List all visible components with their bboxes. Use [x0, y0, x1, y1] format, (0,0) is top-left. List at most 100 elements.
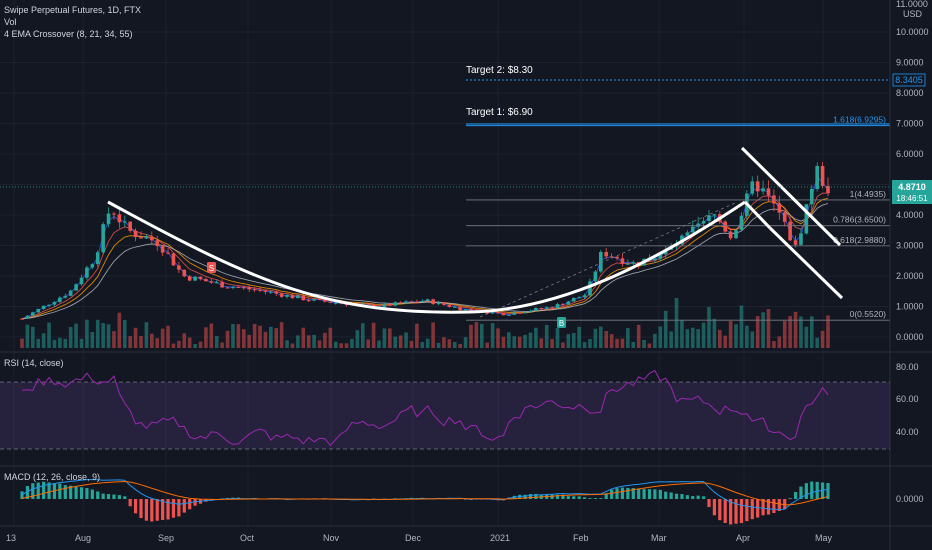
candle-body: [47, 304, 51, 306]
volume-bar: [766, 309, 771, 348]
volume-bar: [447, 339, 452, 348]
fib-label: 1.618(6.9295): [833, 115, 886, 125]
time-tick: May: [815, 533, 833, 543]
volume-bar: [663, 310, 668, 348]
macd-hist-bar: [31, 483, 35, 499]
svg-text:8.3405: 8.3405: [895, 75, 923, 85]
fib-label: 0(0.5520): [850, 309, 887, 319]
volume-bar: [90, 332, 95, 348]
volume-bar: [793, 311, 798, 348]
candle-body: [360, 303, 365, 305]
macd-hist-bar: [166, 499, 170, 520]
current-price-tag: 4.8710 18:46:51: [892, 180, 932, 204]
candle-body: [90, 264, 95, 268]
candle-body: [409, 301, 414, 303]
candle-body: [263, 290, 268, 292]
volume-bar: [36, 338, 41, 348]
macd-hist-bar: [815, 481, 819, 499]
volume-bar: [826, 315, 830, 348]
macd-legend[interactable]: MACD (12, 26, close, 9): [4, 472, 101, 482]
candle-body: [458, 306, 462, 311]
volume-bars: [20, 297, 830, 348]
candle-body: [333, 302, 338, 304]
volume-bar: [296, 335, 300, 348]
volume-bar: [458, 343, 462, 348]
candle-body: [469, 309, 473, 311]
volume-bar: [809, 316, 814, 348]
svg-text:4.8710: 4.8710: [898, 182, 926, 192]
candle-body: [766, 188, 771, 196]
candle-body: [463, 309, 468, 311]
macd-hist-bar: [171, 499, 176, 518]
candle-body: [101, 224, 105, 253]
volume-bar: [85, 319, 89, 348]
candle-body: [809, 188, 814, 205]
candle-body: [777, 203, 782, 213]
volume-bar: [20, 338, 24, 348]
candle-body: [301, 295, 306, 301]
volume-bar: [425, 338, 430, 348]
volume-bar: [436, 342, 441, 348]
symbol-title[interactable]: Swipe Perpetual Futures, 1D, FTX: [4, 5, 142, 15]
macd-hist-bar: [577, 496, 581, 499]
candle-body: [231, 286, 235, 288]
volume-bar: [128, 336, 132, 348]
volume-bar: [485, 342, 490, 348]
price-tick: 8.0000: [896, 88, 924, 98]
volume-bar: [79, 338, 84, 348]
volume-bar: [566, 334, 571, 348]
candle-body: [555, 304, 560, 309]
candle-body: [36, 308, 41, 313]
candle-body: [58, 297, 62, 302]
wedge-upper-line: [740, 146, 842, 247]
wedge-lower-line: [768, 226, 844, 300]
volume-bar: [150, 333, 154, 348]
volume-bar: [377, 340, 381, 348]
price-tick: 11.0000: [896, 0, 928, 9]
candle-body: [20, 318, 24, 320]
volume-bar: [507, 332, 511, 348]
macd-hist-bar: [572, 496, 576, 499]
volume-bar: [241, 329, 246, 348]
volume-bar: [577, 326, 581, 348]
candle-body: [452, 306, 457, 308]
candle-body: [95, 252, 100, 265]
candle-body: [166, 252, 170, 254]
volume-legend[interactable]: Vol: [4, 17, 17, 27]
ema-legend[interactable]: 4 EMA Crossover (8, 21, 34, 55): [4, 29, 133, 39]
macd-hist-bar: [117, 495, 121, 499]
volume-bar: [171, 343, 176, 348]
candle-body: [615, 256, 619, 259]
macd-hist-bar: [734, 499, 738, 524]
volume-bar: [236, 324, 241, 348]
rsi-axis: 80.00 60.00 40.00: [896, 362, 919, 437]
volume-bar: [106, 324, 111, 348]
rsi-band-fill: [0, 382, 890, 449]
macd-hist-bar: [804, 483, 808, 499]
rsi-legend[interactable]: RSI (14, close): [4, 358, 64, 368]
macd-hist-bar: [582, 497, 587, 499]
fib-label: 0.618(2.9880): [833, 235, 886, 245]
buy-marker: B: [557, 317, 566, 328]
candle-body: [501, 312, 506, 316]
time-axis[interactable]: 13 Aug Sep Oct Nov Dec 2021 Feb Mar Apr May: [6, 533, 833, 543]
ema-8-line: [21, 175, 829, 320]
candle-body: [685, 232, 690, 236]
volume-bar: [820, 330, 825, 348]
volume-bar: [707, 306, 711, 348]
candle-body: [826, 185, 830, 194]
volume-bar: [187, 337, 192, 348]
svg-text:S: S: [209, 264, 214, 273]
candle-body: [290, 294, 295, 299]
volume-bar: [420, 342, 425, 348]
volume-bar: [258, 325, 262, 348]
price-tick: 7.0000: [896, 119, 924, 129]
candle-body: [296, 295, 300, 299]
candle-body: [198, 276, 203, 280]
macd-hist-bar: [631, 488, 635, 499]
candle-body: [761, 188, 765, 192]
candle-body: [117, 214, 122, 223]
candle-body: [31, 312, 35, 316]
